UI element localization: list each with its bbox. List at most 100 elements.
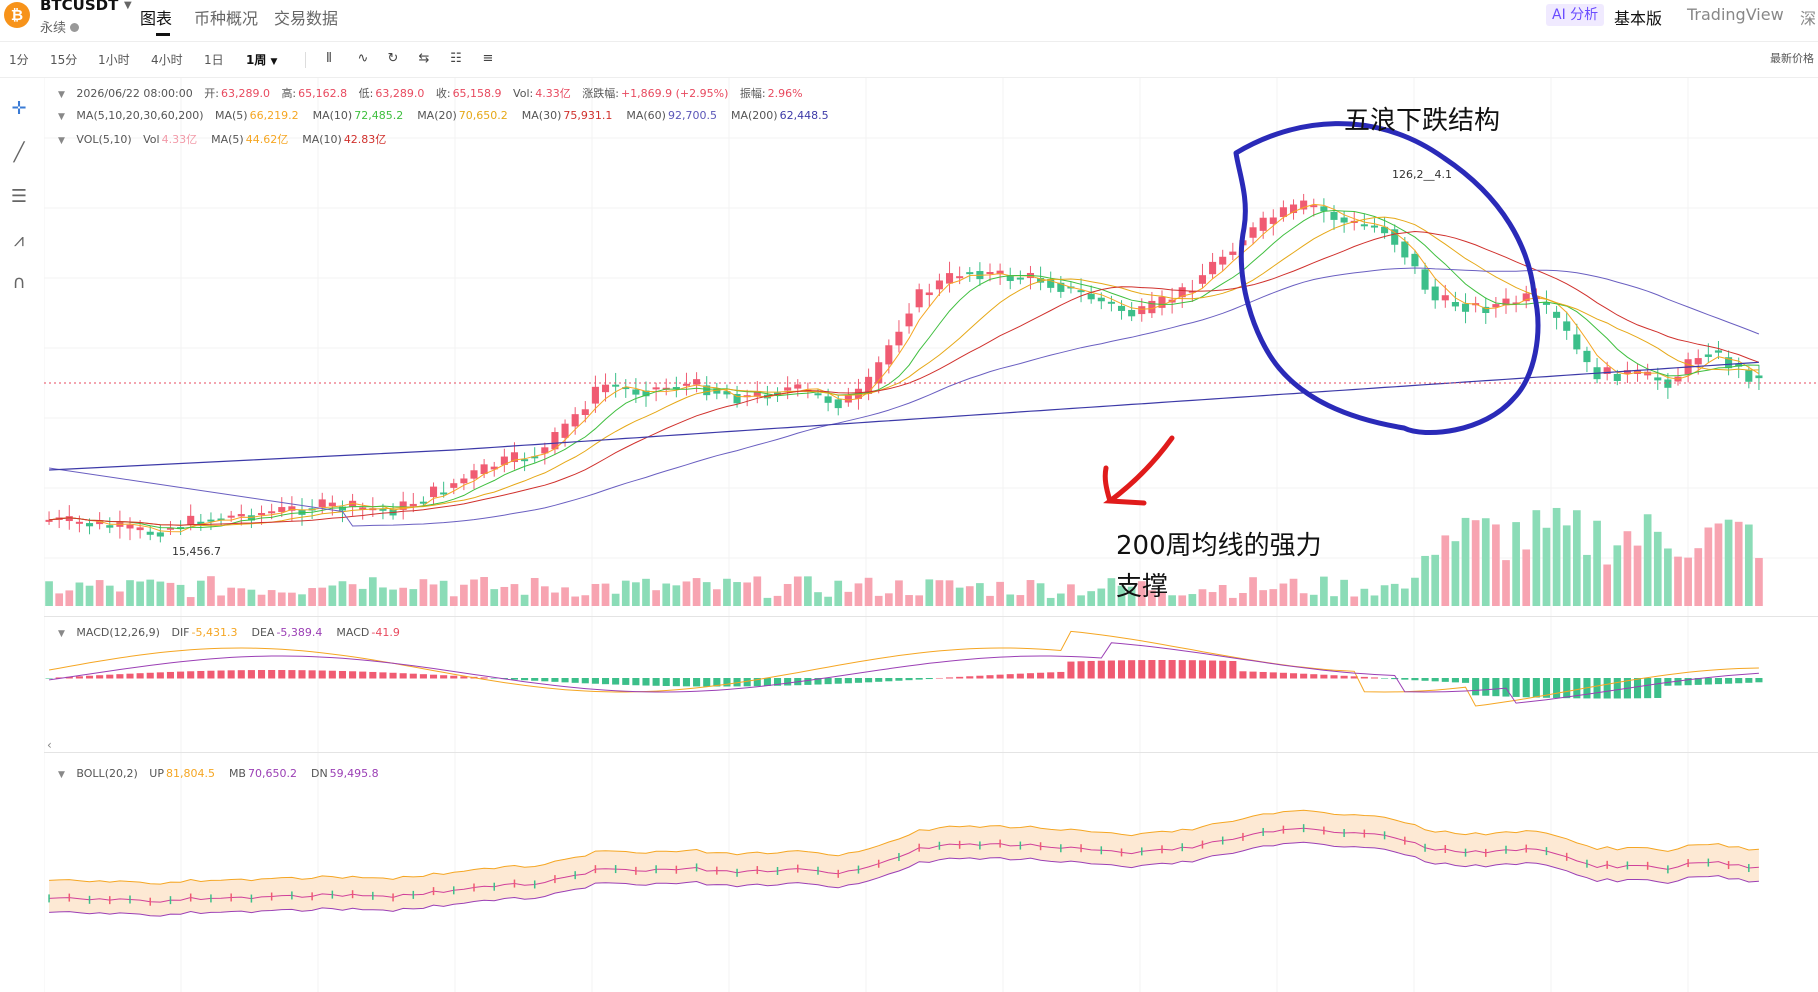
drawing-list-icon[interactable]: ≡ [482, 51, 494, 66]
interval-1h[interactable]: 1小时 [98, 53, 130, 67]
macd-histogram-bar [976, 675, 984, 679]
macd-histogram-bar [784, 678, 792, 686]
tab-coin-overview[interactable]: 币种概况 [194, 9, 259, 28]
basic-version-button[interactable]: 基本版 [1614, 9, 1663, 28]
volume-bar [1390, 583, 1399, 606]
candle-body [217, 518, 225, 521]
candle-body [1522, 293, 1530, 302]
collapse-arrow-icon[interactable]: ▼ [58, 629, 65, 639]
volume-bar [156, 581, 165, 606]
interval-4h[interactable]: 4小时 [151, 53, 183, 67]
macd-histogram-bar [1593, 678, 1601, 699]
volume-bar [1704, 527, 1713, 606]
macd-histogram-bar [1057, 671, 1065, 679]
pane-divider[interactable] [44, 616, 1818, 617]
volume-bar [1137, 581, 1146, 606]
macd-histogram-bar [672, 678, 680, 687]
scroll-left-icon[interactable]: ‹ [47, 738, 52, 752]
depth-button[interactable]: 深 [1800, 9, 1817, 28]
macd-histogram-bar [612, 678, 620, 685]
layout-icon[interactable]: ☷ [450, 51, 462, 66]
candle-body [429, 486, 438, 498]
symbol-dropdown-caret-icon[interactable]: ▼ [124, 0, 132, 11]
candle-body [1330, 211, 1338, 220]
volume-bar [1562, 525, 1571, 606]
candle-body [419, 501, 427, 504]
indicator-icon[interactable]: ∿ [357, 51, 369, 66]
collapse-arrow-icon[interactable]: ▼ [58, 770, 65, 780]
candle-body [1279, 207, 1287, 218]
pane-divider[interactable] [44, 752, 1818, 753]
interval-dropdown-caret-icon[interactable]: ▼ [270, 57, 278, 67]
interval-15m[interactable]: 15分 [50, 53, 78, 67]
magnet-icon[interactable]: ∩ [12, 272, 26, 293]
fib-tool-icon[interactable]: ☰ [10, 186, 28, 207]
tradingview-button[interactable]: TradingView [1687, 5, 1784, 24]
candle-body [935, 280, 943, 290]
ma-legend-item-value: 66,219.2 [249, 109, 299, 122]
collapse-arrow-icon[interactable]: ▼ [58, 112, 65, 122]
volume-bar [308, 588, 316, 606]
pattern-tool-icon[interactable]: ⩘ [13, 230, 25, 251]
volume-bar [429, 584, 438, 606]
line-tool-icon[interactable]: ╱ [13, 142, 25, 163]
candle-body [1654, 377, 1662, 381]
chart-area[interactable]: ▼ 2026/06/22 08:00:00 开: 63,289.0 高: 65,16… [44, 78, 1818, 992]
macd-histogram-bar [1391, 678, 1399, 680]
volume-bar [389, 589, 397, 606]
volume-bar [1067, 584, 1075, 606]
tab-chart[interactable]: 图表 [140, 9, 173, 28]
candle-body [693, 379, 701, 385]
macd-histogram-bar [915, 678, 923, 680]
tab-trading-data[interactable]: 交易数据 [274, 9, 339, 28]
refresh-icon[interactable]: ↻ [387, 51, 399, 66]
symbol-selector[interactable]: BTCUSDT [40, 0, 119, 14]
info-icon[interactable] [70, 23, 80, 32]
ma60-line [49, 267, 1760, 527]
volume-bar [1259, 590, 1268, 606]
candlestick-icon[interactable]: ⫴ [326, 51, 332, 66]
volume-bar [1198, 589, 1207, 606]
macd-histogram-bar [1674, 678, 1682, 686]
candle-body [1006, 275, 1014, 281]
candle-body [298, 509, 306, 515]
candle-body [96, 521, 104, 525]
vol-legend-item-value: 4.33亿 [161, 133, 198, 146]
candle-body [1269, 217, 1277, 224]
volume-bar [621, 580, 630, 606]
volume-bar [146, 579, 155, 606]
volume-bar [277, 592, 286, 606]
annotation-support-line1: 200周均线的强力 [1116, 531, 1322, 561]
candle-body [1613, 374, 1621, 381]
macd-histogram-bar [187, 671, 195, 679]
collapse-arrow-icon[interactable]: ▼ [58, 90, 65, 100]
candle-body [166, 527, 175, 530]
interval-1w[interactable]: 1周 ▼ [246, 51, 277, 68]
latest-price-label[interactable]: 最新价格 [1770, 52, 1814, 65]
candle-body [966, 272, 974, 275]
candle-body [1391, 229, 1399, 245]
candle-body [682, 383, 691, 386]
ma20-line [49, 216, 1759, 527]
volume-bar [540, 586, 549, 606]
candle-body [257, 513, 266, 516]
volume-bar [1593, 520, 1601, 606]
volume-bar [1360, 588, 1369, 606]
volume-bar [1744, 524, 1753, 606]
interval-1d[interactable]: 1日 [204, 53, 224, 67]
macd-histogram-bar [1300, 673, 1308, 679]
settings-sliders-icon[interactable]: ⇆ [418, 51, 430, 66]
macd-histogram-bar [925, 678, 933, 680]
collapse-arrow-icon[interactable]: ▼ [58, 136, 65, 146]
interval-1m[interactable]: 1分 [9, 53, 29, 67]
macd-histogram-bar [308, 670, 316, 679]
crosshair-icon[interactable]: ✛ [11, 98, 27, 119]
chart-canvas[interactable] [44, 78, 1818, 992]
volume-bar [753, 576, 762, 606]
candle-body [126, 524, 134, 529]
volume-bar [247, 589, 256, 606]
volume-bar [1107, 578, 1116, 606]
ma-legend: ▼ MA(5,10,20,30,60,200) MA(5) 66,219.2 MA(… [58, 109, 837, 122]
ai-analysis-button[interactable]: AI 分析 [1546, 4, 1605, 26]
candle-body [1755, 375, 1763, 379]
